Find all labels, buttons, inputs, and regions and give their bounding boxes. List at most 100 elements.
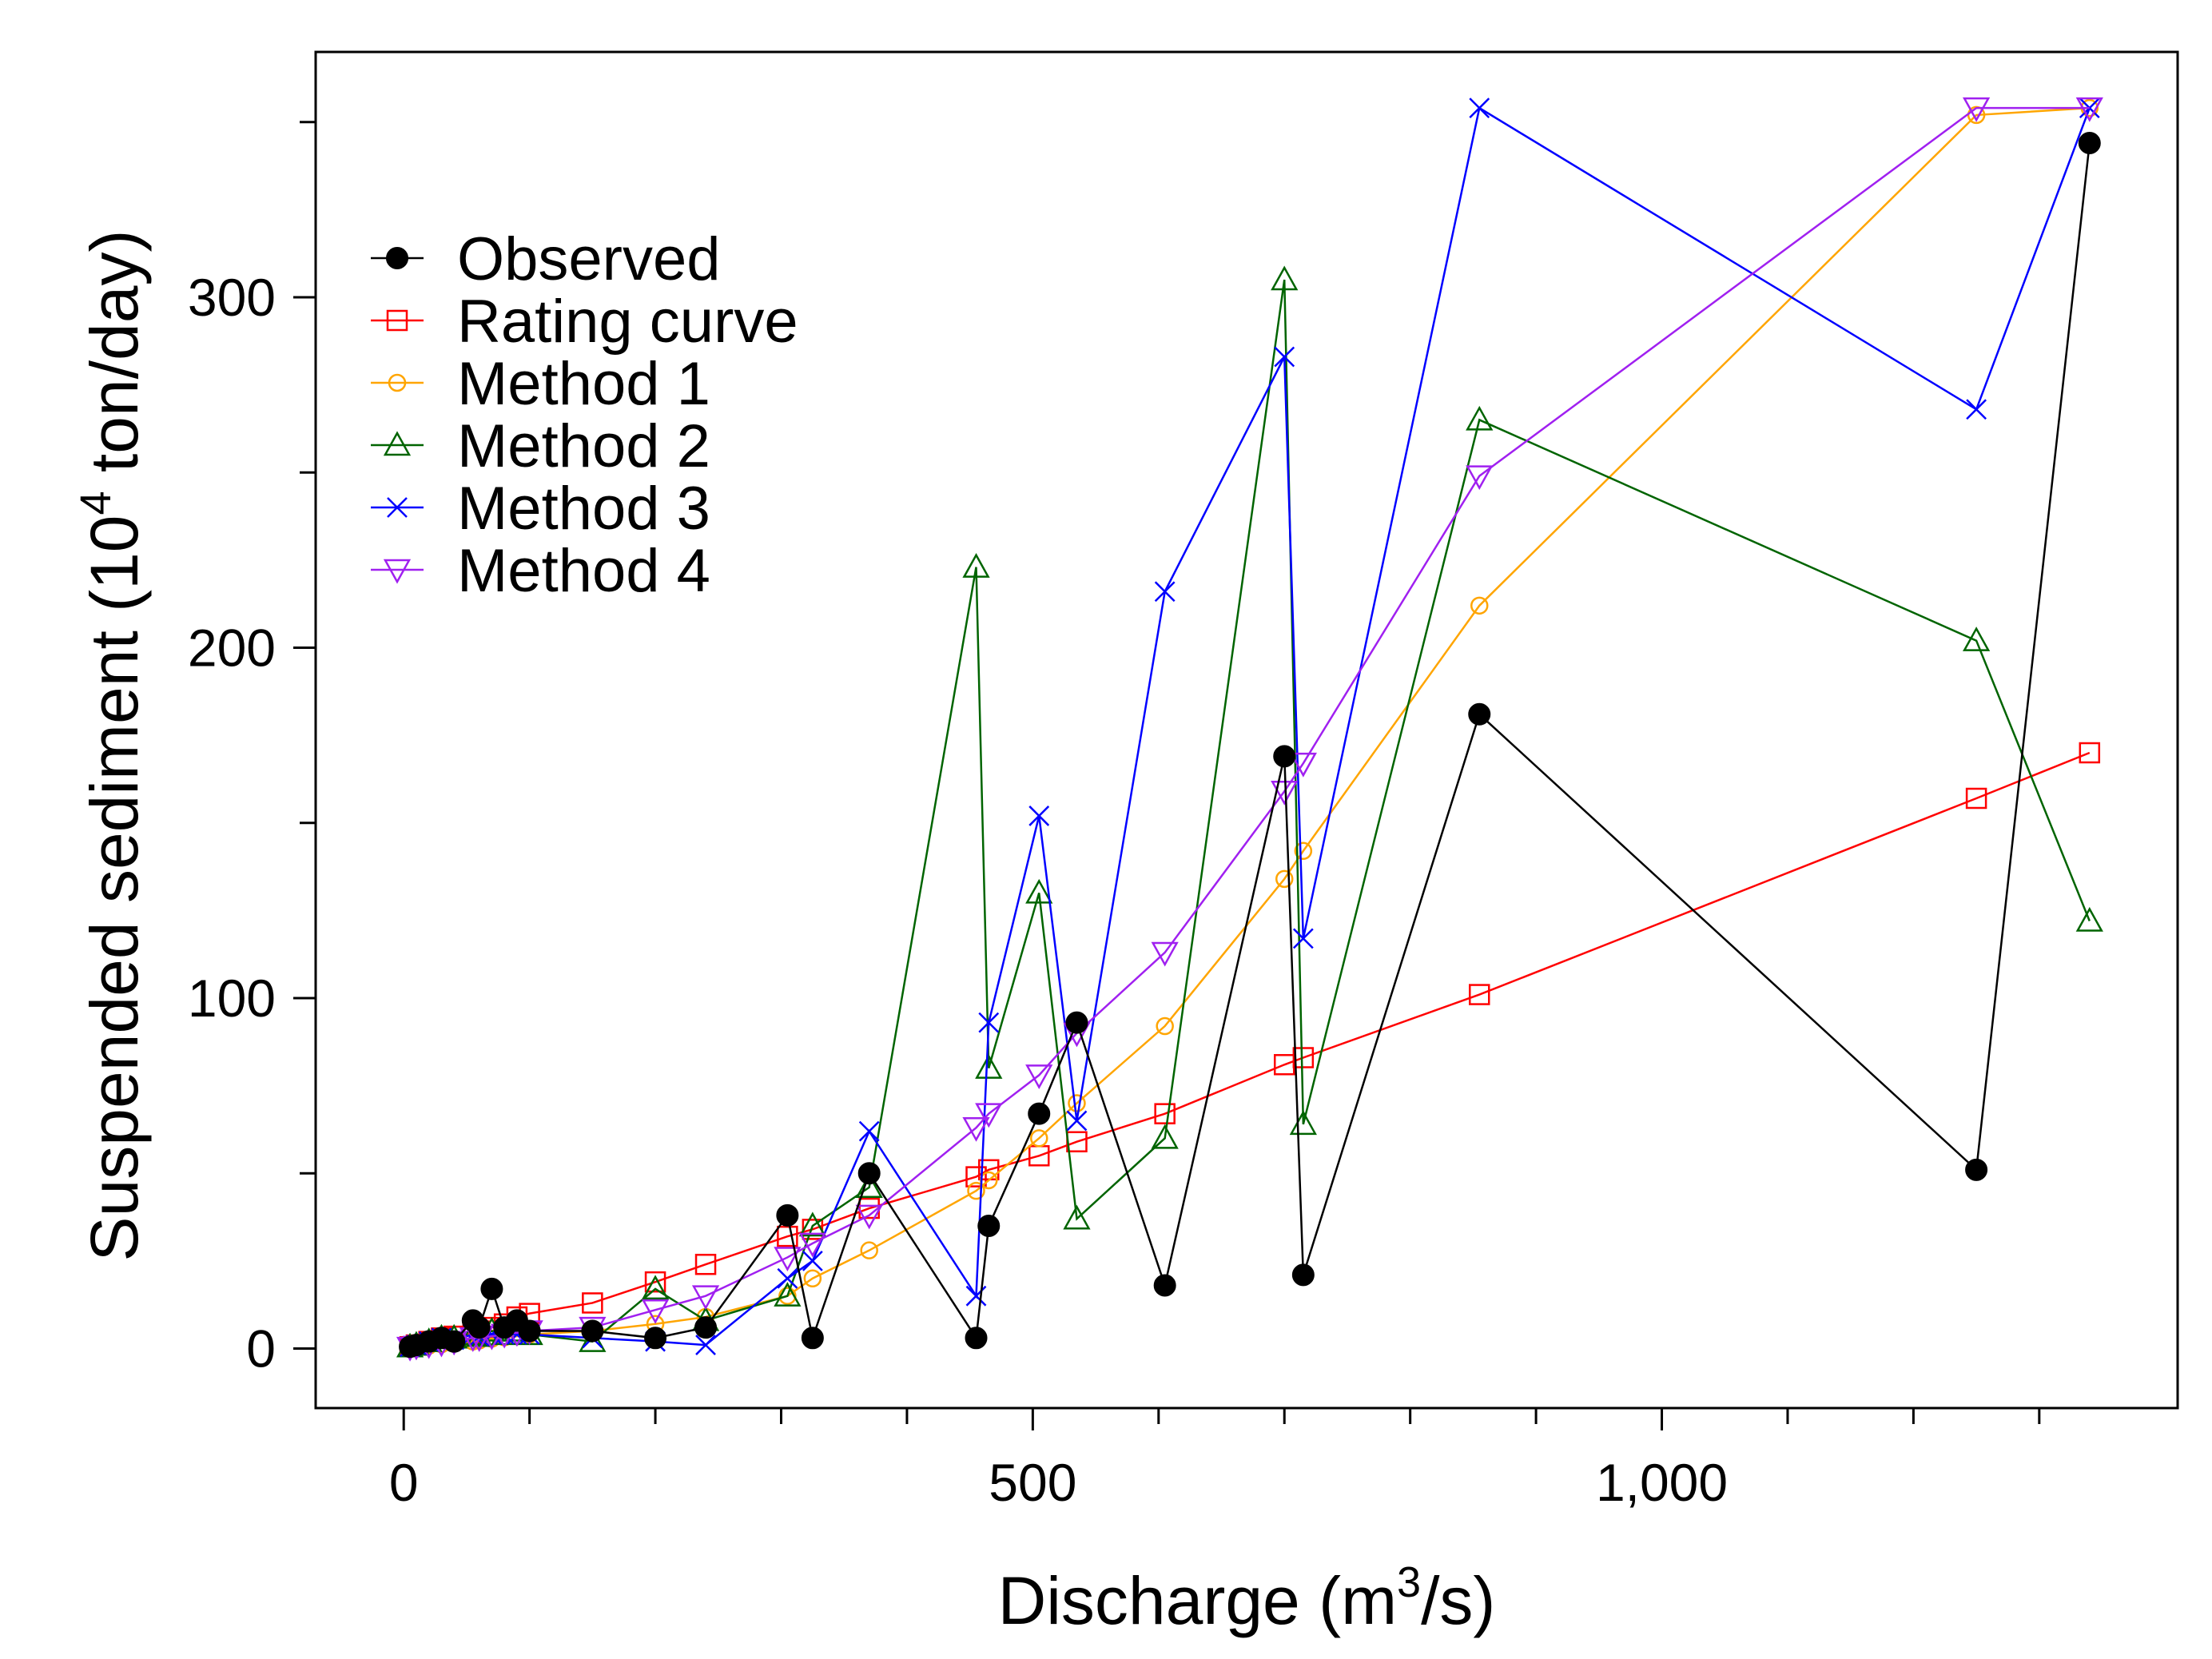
data-point-method-4 [2075, 97, 2103, 122]
legend-label-method-4: Method 4 [457, 537, 710, 605]
data-point-rating-curve [1469, 984, 1490, 1005]
data-point-method-3 [1292, 928, 1314, 949]
data-point-observed [581, 1319, 604, 1343]
data-point-rating-curve [694, 1253, 717, 1275]
data-point-method-3 [858, 1120, 880, 1142]
legend-marker-method-3 [387, 497, 408, 518]
data-point-method-1 [1029, 1129, 1048, 1148]
plot-frame [314, 50, 2179, 1410]
legend-label-observed: Observed [457, 225, 721, 293]
data-point-rating-curve [1965, 787, 1987, 810]
data-point-observed [776, 1203, 799, 1227]
data-point-rating-curve [965, 1166, 987, 1188]
data-point-method-4 [1962, 97, 1991, 122]
data-point-observed [1153, 1274, 1176, 1297]
data-point-observed [801, 1327, 824, 1350]
data-point-method-3 [978, 1012, 1000, 1033]
data-point-observed [480, 1277, 503, 1300]
legend-marker-method-2 [383, 431, 412, 456]
data-point-method-2 [1466, 405, 1494, 431]
data-point-method-3 [2079, 97, 2100, 119]
data-point-method-4 [855, 1204, 883, 1230]
data-point-method-2 [641, 1275, 670, 1300]
y-tick-label: 100 [188, 969, 276, 1028]
data-point-method-2 [1962, 627, 1991, 651]
data-point-observed [1065, 1011, 1088, 1034]
data-point-method-1 [1275, 869, 1294, 889]
data-point-method-2 [855, 1173, 883, 1198]
series-layer [396, 97, 2103, 1362]
data-point-observed [694, 1316, 718, 1339]
legend-item-rating-curve: Rating curve [371, 288, 798, 356]
data-point-method-4 [691, 1285, 720, 1311]
data-point-method-3 [802, 1250, 823, 1271]
x-axis-title: Discharge (m3/s) [998, 1558, 1496, 1638]
data-point-method-2 [2075, 906, 2103, 932]
data-point-rating-curve [1154, 1103, 1176, 1124]
data-point-observed [1965, 1158, 1988, 1181]
legend-marker-method-4 [383, 559, 412, 584]
data-point-method-4 [975, 1103, 1003, 1128]
data-point-method-4 [962, 1116, 990, 1142]
legend-marker-method-1 [388, 373, 407, 392]
data-point-method-4 [1289, 752, 1317, 778]
data-point-observed [1291, 1263, 1315, 1287]
legend-label-rating-curve: Rating curve [457, 288, 798, 356]
data-point-rating-curve [644, 1271, 666, 1293]
x-tick-label: 0 [389, 1453, 419, 1512]
data-point-method-3 [1966, 399, 1987, 420]
data-point-observed [1468, 702, 1491, 726]
data-point-method-1 [1068, 1094, 1086, 1112]
legend-item-method-2: Method 2 [371, 412, 710, 480]
legend-item-method-4: Method 4 [371, 537, 710, 605]
y-tick-label: 0 [246, 1319, 276, 1378]
x-tick-label: 500 [989, 1453, 1076, 1512]
data-point-observed [965, 1327, 988, 1350]
y-axis-title: Suspended sediment (104 ton/day) [72, 230, 152, 1262]
legend-marker-observed [386, 247, 408, 269]
data-point-rating-curve [1292, 1047, 1315, 1068]
data-point-method-3 [1469, 97, 1490, 119]
data-point-method-4 [774, 1247, 802, 1272]
data-point-method-1 [1470, 596, 1489, 615]
axes: 0 500 1,000 0 100 200 300 [188, 121, 2041, 1512]
data-point-method-3 [1274, 346, 1295, 368]
data-point-observed [443, 1330, 466, 1353]
y-tick-label: 300 [188, 268, 276, 327]
legend-item-observed: Observed [371, 225, 721, 293]
data-point-method-2 [1063, 1204, 1091, 1230]
data-point-rating-curve [582, 1292, 603, 1314]
data-point-method-2 [1271, 265, 1299, 291]
data-point-method-4 [1151, 941, 1179, 967]
data-point-method-1 [803, 1269, 822, 1288]
legend-label-method-1: Method 1 [457, 350, 710, 418]
data-point-method-4 [641, 1299, 670, 1324]
series-line-rating-curve [409, 751, 2091, 1348]
data-point-observed [977, 1214, 1001, 1237]
data-point-method-4 [478, 1325, 506, 1351]
data-point-method-4 [1466, 465, 1494, 491]
data-point-method-1 [1156, 1016, 1174, 1036]
data-point-method-1 [967, 1181, 985, 1200]
data-point-observed [1273, 745, 1296, 768]
data-point-rating-curve [2079, 742, 2101, 764]
data-point-rating-curve [777, 1225, 798, 1247]
legend-item-method-1: Method 1 [371, 350, 710, 418]
data-point-method-1 [860, 1241, 878, 1259]
data-point-method-3 [1154, 581, 1176, 603]
data-point-observed [1028, 1102, 1051, 1125]
x-axis-title-sup: 3 [1397, 1558, 1421, 1606]
data-point-method-2 [975, 1054, 1003, 1079]
data-point-method-2 [1025, 878, 1053, 904]
data-point-method-1 [1294, 841, 1313, 861]
data-point-method-4 [1025, 1064, 1053, 1089]
series-observed [399, 132, 2101, 1359]
data-point-method-2 [1151, 1124, 1179, 1149]
data-point-method-2 [774, 1282, 802, 1307]
legend-label-method-3: Method 3 [457, 475, 710, 543]
data-point-method-4 [798, 1232, 826, 1258]
y-tick-label: 200 [188, 618, 276, 677]
data-point-method-2 [962, 553, 990, 578]
